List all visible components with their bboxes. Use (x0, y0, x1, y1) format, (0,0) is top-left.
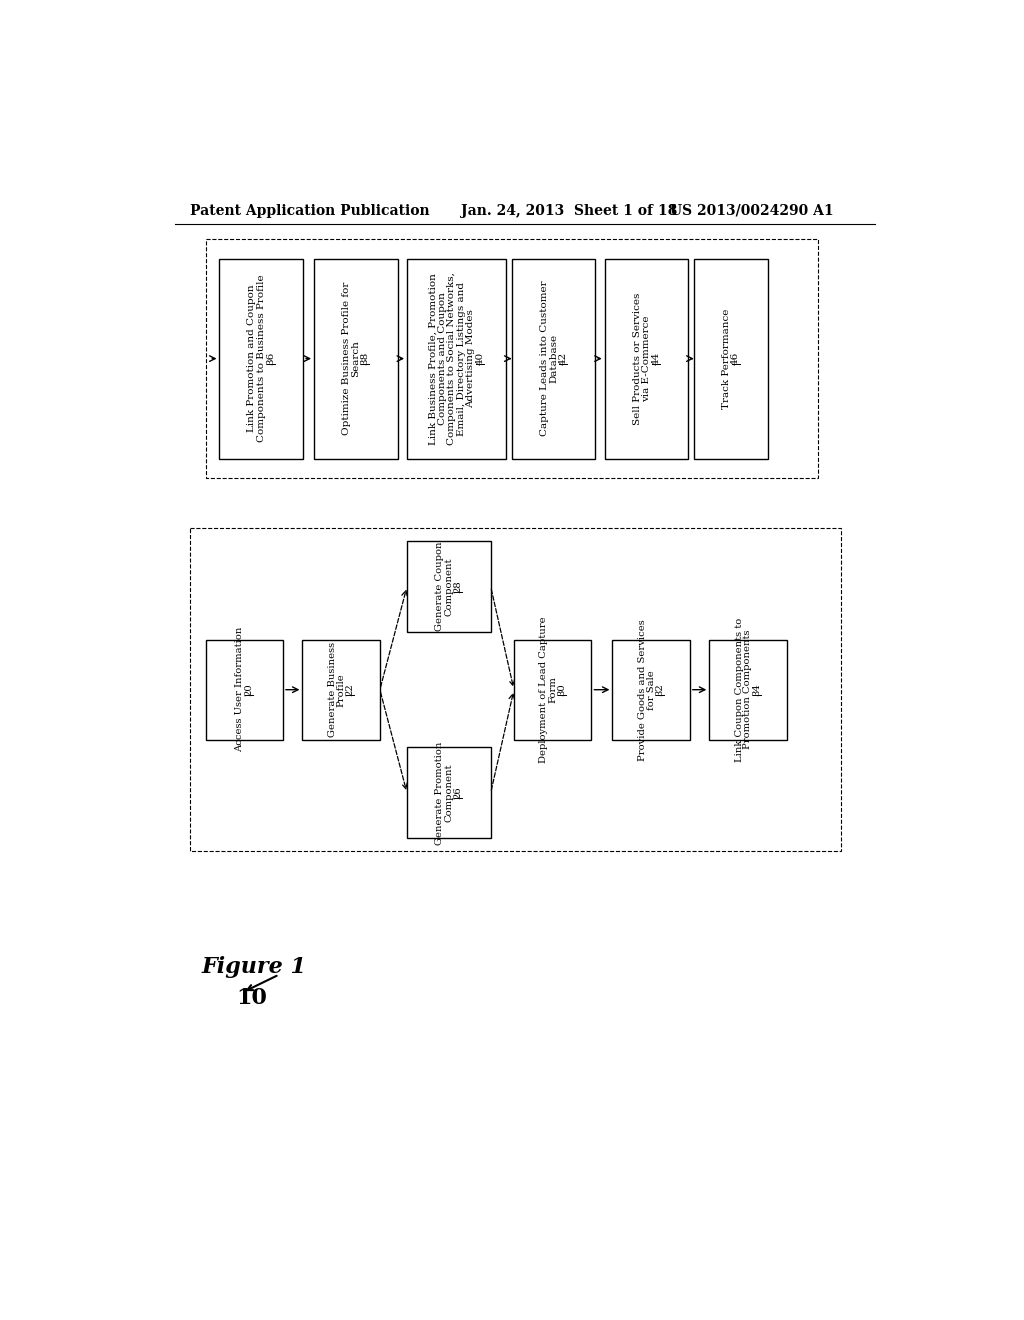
Bar (206, 239, 818, 478)
Text: Component: Component (444, 764, 454, 822)
Text: Search: Search (351, 341, 360, 378)
Text: 32: 32 (655, 684, 665, 696)
Text: Link Business Profile, Promotion: Link Business Profile, Promotion (429, 273, 438, 445)
Text: 10: 10 (237, 987, 267, 1008)
Text: Advertising Modes: Advertising Modes (466, 309, 475, 408)
Text: Patent Application Publication: Patent Application Publication (190, 203, 430, 218)
Text: Access User Information: Access User Information (236, 627, 245, 752)
Text: 22: 22 (345, 684, 354, 696)
Text: Database: Database (549, 334, 558, 383)
Text: Promotion Components: Promotion Components (743, 630, 753, 750)
Bar (514, 640, 592, 739)
Bar (302, 640, 380, 739)
Text: 20: 20 (244, 684, 253, 696)
Text: Profile: Profile (337, 673, 346, 706)
Text: Component: Component (444, 557, 454, 615)
Text: Form: Form (548, 676, 557, 704)
Text: Components to Business Profile: Components to Business Profile (257, 275, 266, 442)
Text: Link Promotion and Coupon: Link Promotion and Coupon (248, 285, 256, 433)
Text: 42: 42 (558, 352, 567, 366)
Text: 36: 36 (266, 352, 275, 366)
Text: Generate Promotion: Generate Promotion (435, 742, 444, 845)
Text: Figure 1: Figure 1 (202, 956, 306, 978)
Bar (710, 640, 786, 739)
Bar (190, 528, 841, 851)
Text: 26: 26 (454, 787, 462, 799)
Text: Link Coupon Components to: Link Coupon Components to (734, 618, 743, 762)
Bar (604, 259, 688, 459)
Bar (407, 747, 490, 838)
Text: 40: 40 (475, 352, 484, 366)
Text: Track Performance: Track Performance (722, 309, 731, 409)
Text: Sell Products or Services: Sell Products or Services (633, 293, 642, 425)
Bar (512, 259, 595, 459)
Text: 38: 38 (360, 352, 370, 366)
Bar (612, 640, 690, 739)
Text: 28: 28 (454, 581, 462, 593)
Text: Provide Goods and Services: Provide Goods and Services (638, 619, 647, 760)
Text: Jan. 24, 2013  Sheet 1 of 18: Jan. 24, 2013 Sheet 1 of 18 (461, 203, 678, 218)
Text: Capture Leads into Customer: Capture Leads into Customer (540, 281, 549, 437)
Text: via E-Commerce: via E-Commerce (642, 315, 651, 401)
Bar (693, 259, 768, 459)
Bar (407, 541, 490, 632)
Text: Generate Coupon: Generate Coupon (435, 541, 444, 631)
Text: 46: 46 (731, 352, 740, 366)
Bar (219, 259, 303, 459)
Text: Email, Directory Listings and: Email, Directory Listings and (457, 281, 466, 436)
Text: 34: 34 (753, 684, 762, 696)
Text: 44: 44 (651, 352, 660, 366)
Text: US 2013/0024290 A1: US 2013/0024290 A1 (671, 203, 835, 218)
Text: for Sale: for Sale (646, 669, 655, 710)
Text: Components to Social Networks,: Components to Social Networks, (447, 272, 457, 445)
Text: 30: 30 (557, 684, 566, 696)
Text: Generate Business: Generate Business (328, 642, 337, 738)
Text: Optimize Business Profile for: Optimize Business Profile for (342, 282, 351, 436)
Text: Deployment of Lead Capture: Deployment of Lead Capture (540, 616, 548, 763)
Bar (407, 259, 506, 459)
Bar (206, 640, 283, 739)
Text: Components and Coupon: Components and Coupon (438, 292, 447, 425)
Bar (314, 259, 397, 459)
